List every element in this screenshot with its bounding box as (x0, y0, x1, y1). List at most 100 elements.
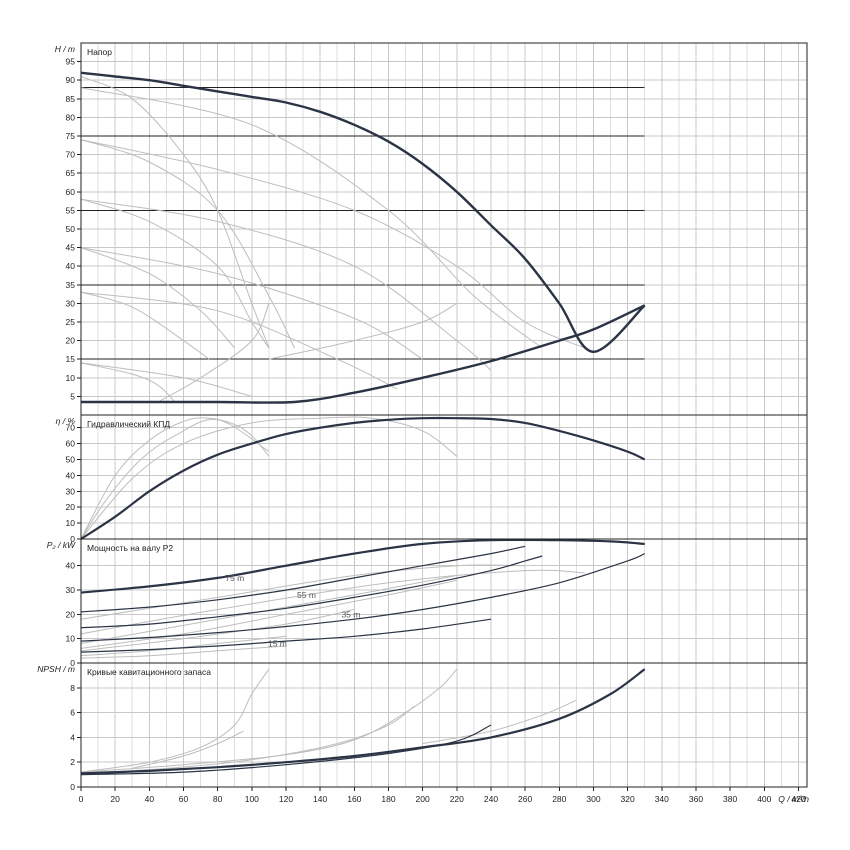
head-grey-curve (80, 291, 210, 360)
curve-label: 35 m (341, 609, 360, 619)
head-y-tick-label: 15 (66, 354, 76, 364)
head-y-tick-label: 10 (66, 373, 76, 383)
efficiency-y-tick-label: 10 (66, 518, 76, 528)
head-panel-title: Напор (87, 47, 112, 57)
x-axis-label: Q / m³/h (778, 794, 809, 804)
x-tick-label: 400 (757, 794, 771, 804)
power-series-35-m (80, 553, 645, 642)
x-tick-label: 0 (79, 794, 84, 804)
x-tick-label: 80 (213, 794, 223, 804)
npsh-y-tick-label: 8 (70, 683, 75, 693)
power-y-tick-label: 30 (66, 585, 76, 595)
head-y-tick-label: 55 (66, 205, 76, 215)
efficiency-panel-title: Гидравлический КПД (87, 419, 170, 429)
head-y-tick-label: 25 (66, 317, 76, 327)
head-grey-curve (80, 198, 270, 349)
power-grey-curve (80, 569, 585, 635)
curve-label: 15 m (268, 639, 287, 649)
head-y-tick-label: 75 (66, 131, 76, 141)
x-tick-label: 140 (313, 794, 327, 804)
x-tick-label: 60 (179, 794, 189, 804)
head-y-tick-label: 30 (66, 298, 76, 308)
x-tick-label: 240 (484, 794, 498, 804)
npsh-series-second (80, 724, 492, 776)
npsh-grey-curve (132, 730, 244, 769)
power-y-tick-label: 10 (66, 634, 76, 644)
head-grey-curve (80, 247, 236, 349)
axis-layer: 5101520253035404550556065707580859095Нап… (37, 42, 809, 804)
efficiency-y-tick-label: 20 (66, 502, 76, 512)
x-tick-label: 300 (586, 794, 600, 804)
head-y-tick-label: 5 (70, 391, 75, 401)
head-y-tick-label: 95 (66, 57, 76, 67)
x-tick-label: 180 (381, 794, 395, 804)
power-y-tick-label: 40 (66, 561, 76, 571)
x-tick-label: 100 (245, 794, 259, 804)
power-grey-curve (80, 579, 457, 649)
efficiency-series-main (80, 416, 646, 540)
power-y-tick-label: 0 (70, 658, 75, 668)
efficiency-y-tick-label: 0 (70, 534, 75, 544)
x-tick-label: 120 (279, 794, 293, 804)
x-tick-label: 260 (518, 794, 532, 804)
head-y-tick-label: 70 (66, 150, 76, 160)
head-y-tick-label: 60 (66, 187, 76, 197)
efficiency-y-tick-label: 70 (66, 423, 76, 433)
power-series-75-m (80, 545, 526, 613)
efficiency-y-tick-label: 50 (66, 455, 76, 465)
x-tick-label: 320 (621, 794, 635, 804)
head-envelope-min (81, 304, 646, 404)
npsh-y-tick-label: 0 (70, 782, 75, 792)
x-tick-label: 160 (347, 794, 361, 804)
x-tick-label: 380 (723, 794, 737, 804)
head-y-tick-label: 20 (66, 336, 76, 346)
curve-layer (80, 71, 646, 776)
npsh-y-axis-label: NPSH / m (37, 664, 75, 674)
power-series-max (80, 538, 645, 594)
npsh-series-main (80, 668, 646, 775)
power-grey-curve (80, 575, 457, 644)
head-grey-curve (80, 247, 423, 360)
efficiency-y-axis-label: η / % (56, 416, 76, 426)
npsh-grey-curve (80, 705, 415, 774)
x-tick-label: 20 (110, 794, 120, 804)
head-y-tick-label: 65 (66, 168, 76, 178)
curve-label: 55 m (297, 590, 316, 600)
head-grey-curve (80, 76, 270, 349)
head-y-tick-label: 50 (66, 224, 76, 234)
head-grey-curve (80, 291, 398, 390)
curve-label: 75 m (225, 573, 244, 583)
x-tick-label: 200 (416, 794, 430, 804)
head-y-tick-label: 90 (66, 75, 76, 85)
npsh-grey-curve (80, 668, 270, 773)
head-y-tick-label: 35 (66, 280, 76, 290)
head-grey-curve (80, 139, 295, 349)
power-y-tick-label: 20 (66, 609, 76, 619)
power-grey-curve (80, 645, 287, 659)
npsh-panel-title: Кривые кавитационного запаса (87, 667, 211, 677)
head-grey-curve (80, 362, 176, 403)
head-y-tick-label: 45 (66, 243, 76, 253)
head-y-tick-label: 40 (66, 261, 76, 271)
efficiency-grey-curve (80, 418, 270, 540)
head-y-axis-label: H / m (55, 44, 75, 54)
efficiency-y-tick-label: 40 (66, 470, 76, 480)
power-y-axis-label: P₂ / kW (47, 540, 76, 550)
head-grey-curve (80, 198, 492, 371)
efficiency-grey-curve (80, 417, 270, 540)
x-tick-label: 340 (655, 794, 669, 804)
head-grey-curve (268, 302, 458, 360)
head-envelope-max (80, 71, 646, 354)
power-panel-title: Мощность на валу P2 (87, 543, 173, 553)
head-grey-curve (80, 362, 252, 397)
head-grey-curve (80, 87, 543, 349)
efficiency-y-tick-label: 30 (66, 486, 76, 496)
efficiency-y-tick-label: 60 (66, 439, 76, 449)
power-series-15-m (80, 618, 492, 653)
x-tick-label: 40 (145, 794, 155, 804)
npsh-y-tick-label: 2 (70, 757, 75, 767)
head-y-tick-label: 80 (66, 112, 76, 122)
plot-frame (80, 42, 808, 788)
head-grey-curve (80, 139, 586, 349)
